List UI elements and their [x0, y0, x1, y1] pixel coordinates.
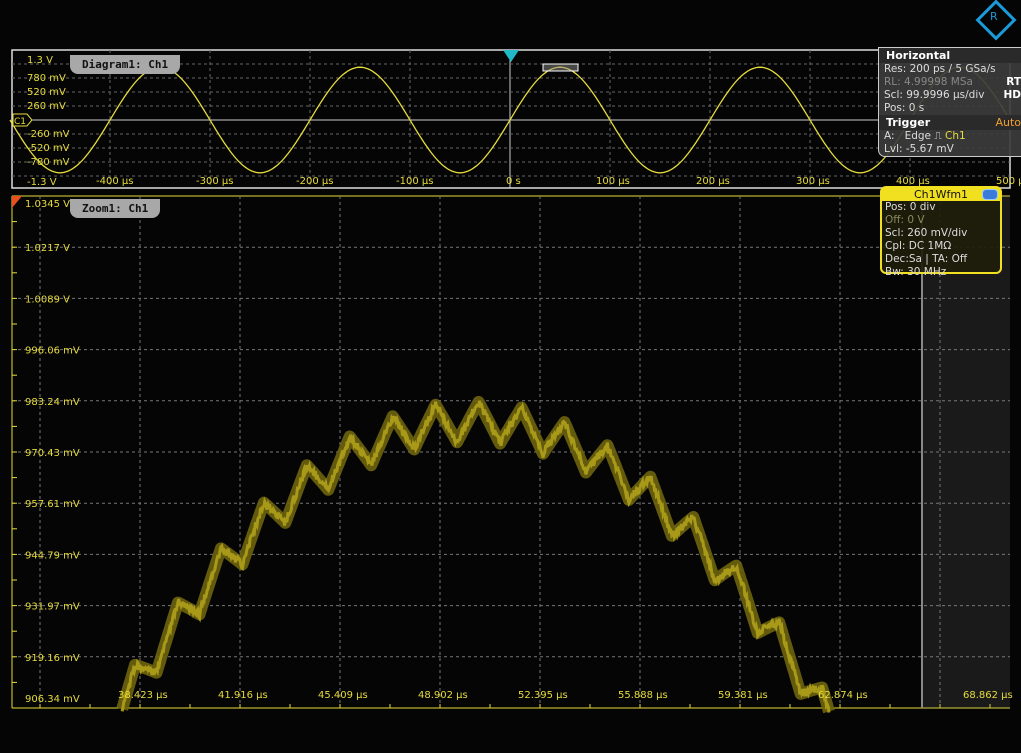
channel1-marker-label: C1 [14, 117, 26, 127]
diagram1-y-tick-label: 1.3 V [27, 55, 53, 66]
diagram1-tab[interactable]: Diagram1: Ch1 [70, 55, 180, 74]
diagram1-x-tick-label: -100 µs [396, 176, 433, 187]
diagram1-y-tick-label: 260 mV [27, 101, 66, 112]
zoom1-x-tick-label: 62.874 µs [818, 690, 868, 701]
diagram1-y-tick-label: -780 mV [27, 157, 70, 168]
diagram1-x-tick-label: 100 µs [596, 176, 630, 187]
zoom1-x-tick-label: 55.888 µs [618, 690, 668, 701]
trigger-position-marker-icon[interactable] [503, 50, 519, 62]
trigger-mode[interactable]: Auto [995, 116, 1021, 129]
zoom1-trace [122, 401, 829, 713]
diagram1-x-tick-label: 500 µs [996, 176, 1021, 187]
rising-edge-icon: ⎍ [934, 130, 941, 142]
zoom1-title: Zoom1: Ch1 [82, 202, 148, 215]
zoom1-x-tick-label: 45.409 µs [318, 690, 368, 701]
zoom1-x-tick-label: 48.902 µs [418, 690, 468, 701]
zoom1-y-tick-label: 944.79 mV [25, 550, 80, 561]
zoom-marker-icon [12, 196, 22, 208]
diagram1-x-tick-label: 0 s [506, 176, 521, 187]
rt-badge: RT [1006, 76, 1021, 89]
trigger-level: Lvl: -5.67 mV [879, 143, 1021, 156]
diagram1-x-tick-label: -200 µs [296, 176, 333, 187]
zoom-window-indicator[interactable] [543, 64, 578, 71]
diagram1-x-tick-label: -400 µs [96, 176, 133, 187]
zoom1-y-tick-label: 906.34 mV [25, 694, 80, 705]
zoom1-x-tick-label: 68.862 µs [963, 690, 1013, 701]
zoom1-y-tick-label: 957.61 mV [25, 499, 80, 510]
horizontal-trigger-panel[interactable]: Horizontal Res: 200 ps / 5 GSa/s RL: 4.9… [878, 47, 1021, 157]
zoom1-x-tick-label: 59.381 µs [718, 690, 768, 701]
decimation: Dec:Sa | TA: Off [882, 253, 1000, 266]
zoom1-y-tick-label: 983.24 mV [25, 397, 80, 408]
vertical-position: Pos: 0 div [882, 201, 1000, 214]
diagram1-y-tick-label: -260 mV [27, 129, 70, 140]
diagram1-x-tick-label: 300 µs [796, 176, 830, 187]
resolution: Res: 200 ps / 5 GSa/s [879, 63, 1021, 76]
coupling: Cpl: DC 1MΩ [882, 240, 1000, 253]
trigger-header: Trigger Auto [879, 115, 1021, 130]
zoom1-x-tick-label: 41.916 µs [218, 690, 268, 701]
hd-badge: HD [1003, 89, 1021, 102]
zoom1-x-tick-label: 52.395 µs [518, 690, 568, 701]
minimize-icon[interactable] [982, 189, 998, 200]
horizontal-position: Pos: 0 s [879, 102, 1021, 115]
zoom1-y-tick-label: 1.0089 V [25, 294, 70, 305]
diagram1-x-tick-label: -300 µs [196, 176, 233, 187]
zoom1-y-tick-label: 1.0345 V [25, 199, 70, 210]
ch1wfm1-header: Ch1Wfm1 [882, 188, 1000, 201]
rs-logo-icon: R [978, 2, 1015, 39]
zoom1-y-tick-label: 970.43 mV [25, 448, 80, 459]
channel1-marker[interactable]: C1 [13, 114, 32, 127]
zoom1-y-tick-label: 931.97 mV [25, 602, 80, 613]
zoom1-y-tick-label: 996.06 mV [25, 346, 80, 357]
diagram1-y-tick-label: 780 mV [27, 73, 66, 84]
horizontal-title: Horizontal [879, 48, 1021, 63]
diagram1-y-tick-label: -520 mV [27, 143, 70, 154]
bandwidth: Bw: 30 MHz [882, 266, 1000, 279]
zoom1-tab[interactable]: Zoom1: Ch1 [70, 199, 160, 218]
time-scale: Scl: 99.9996 µs/div HD [879, 89, 1021, 102]
vertical-scale: Scl: 260 mV/div [882, 227, 1000, 240]
zoom1-y-tick-label: 1.0217 V [25, 243, 70, 254]
offset: Off: 0 V [882, 214, 1000, 227]
zoom1-x-tick-label: 38.423 µs [118, 690, 168, 701]
zoom1-grid [12, 196, 1010, 708]
ch1wfm1-panel[interactable]: Ch1Wfm1 Pos: 0 div Off: 0 V Scl: 260 mV/… [880, 186, 1002, 274]
diagram1-title: Diagram1: Ch1 [82, 58, 168, 71]
zoom1-y-tick-label: 919.16 mV [25, 653, 80, 664]
diagram1-y-tick-label: -1.3 V [27, 177, 57, 188]
diagram1-x-tick-label: 200 µs [696, 176, 730, 187]
record-length: RL: 4.99998 MSa RT [879, 76, 1021, 89]
diagram1-y-tick-label: 520 mV [27, 87, 66, 98]
svg-text:R: R [990, 10, 998, 23]
trigger-source: A: Edge ⎍ Ch1 [879, 130, 1021, 143]
